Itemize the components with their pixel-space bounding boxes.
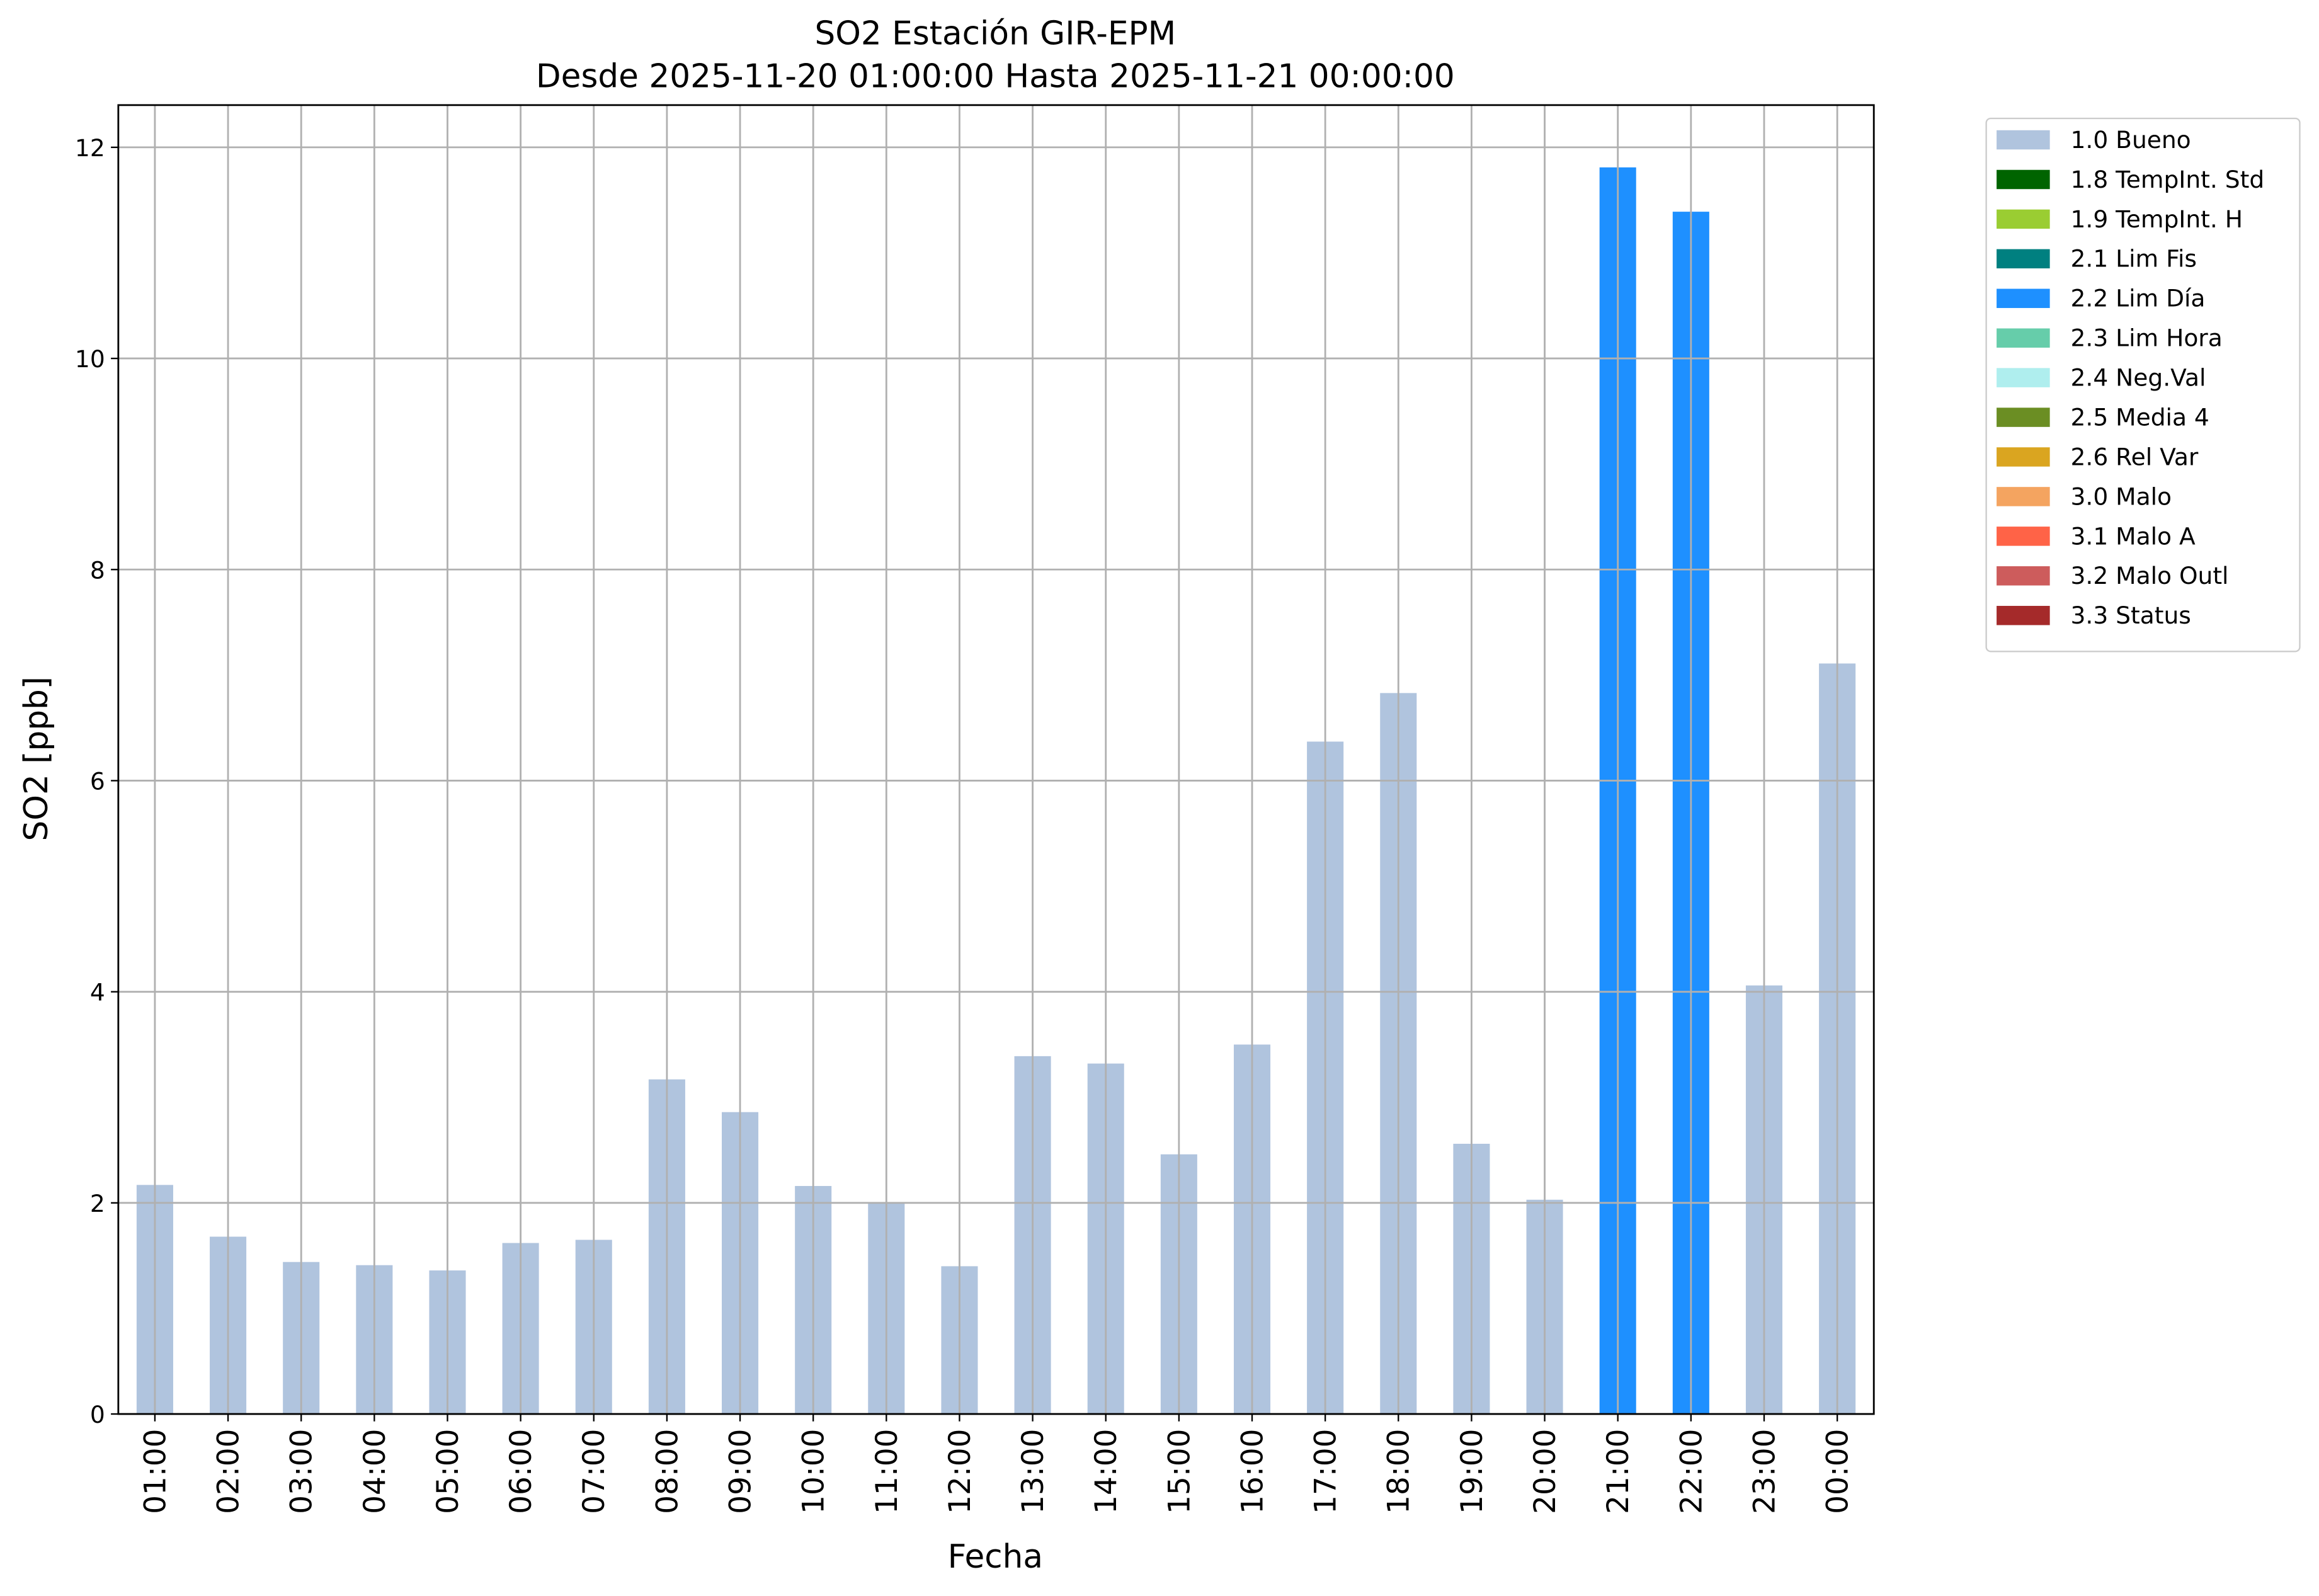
- x-tick-label: 17:00: [1309, 1429, 1343, 1514]
- x-tick-label: 08:00: [650, 1429, 685, 1514]
- legend-label: 1.8 TempInt. Std: [2071, 166, 2265, 193]
- x-axis-label: Fecha: [948, 1538, 1043, 1576]
- x-tick-label: 07:00: [577, 1429, 612, 1514]
- legend-label: 1.9 TempInt. H: [2071, 205, 2243, 233]
- y-tick-label: 6: [90, 768, 105, 795]
- legend-swatch: [1997, 209, 2050, 229]
- x-tick-label: 13:00: [1016, 1429, 1051, 1514]
- y-tick-label: 4: [90, 979, 105, 1006]
- x-tick-label: 02:00: [212, 1429, 246, 1514]
- legend-label: 1.0 Bueno: [2071, 126, 2191, 154]
- legend-label: 3.3 Status: [2071, 601, 2191, 629]
- x-tick-label: 01:00: [138, 1429, 173, 1514]
- legend-swatch: [1997, 527, 2050, 546]
- x-tick-label: 23:00: [1747, 1429, 1782, 1514]
- chart-title: SO2 Estación GIR-EPM: [814, 15, 1176, 53]
- chart-subtitle: Desde 2025-11-20 01:00:00 Hasta 2025-11-…: [536, 58, 1455, 96]
- x-tick-label: 15:00: [1162, 1429, 1197, 1514]
- legend-swatch: [1997, 487, 2050, 506]
- x-tick-label: 00:00: [1821, 1429, 1855, 1514]
- y-tick-label: 10: [75, 345, 105, 373]
- x-tick-label: 09:00: [723, 1429, 758, 1514]
- x-tick-label: 19:00: [1455, 1429, 1490, 1514]
- legend-swatch: [1997, 249, 2050, 269]
- x-tick-label: 11:00: [870, 1429, 904, 1514]
- y-tick-label: 0: [90, 1401, 105, 1428]
- legend-label: 2.5 Media 4: [2071, 403, 2209, 431]
- y-tick-label: 8: [90, 556, 105, 584]
- x-tick-label: 03:00: [285, 1429, 319, 1514]
- x-tick-label: 06:00: [504, 1429, 538, 1514]
- x-tick-label: 10:00: [797, 1429, 831, 1514]
- x-tick-label: 18:00: [1382, 1429, 1416, 1514]
- x-tick-label: 04:00: [358, 1429, 392, 1514]
- x-tick-label: 05:00: [431, 1429, 465, 1514]
- legend-swatch: [1997, 447, 2050, 467]
- legend-swatch: [1997, 169, 2050, 190]
- x-tick-label: 22:00: [1674, 1429, 1709, 1514]
- legend-label: 2.1 Lim Fis: [2071, 245, 2197, 273]
- legend-swatch: [1997, 605, 2050, 625]
- legend-swatch: [1997, 328, 2050, 348]
- legend-label: 2.4 Neg.Val: [2071, 364, 2206, 392]
- y-axis-label: SO2 [ppb]: [18, 676, 55, 841]
- x-tick-label: 21:00: [1601, 1429, 1636, 1514]
- x-tick-label: 12:00: [943, 1429, 977, 1514]
- legend-label: 3.0 Malo: [2071, 482, 2172, 510]
- legend-swatch: [1997, 408, 2050, 427]
- legend-label: 2.3 Lim Hora: [2071, 324, 2223, 352]
- x-tick-label: 16:00: [1235, 1429, 1270, 1514]
- legend-label: 3.2 Malo Outl: [2071, 562, 2229, 590]
- legend-swatch: [1997, 288, 2050, 309]
- legend-label: 2.6 Rel Var: [2071, 443, 2199, 470]
- legend-swatch: [1997, 566, 2050, 586]
- x-tick-label: 14:00: [1089, 1429, 1124, 1514]
- legend-swatch: [1997, 368, 2050, 387]
- x-tick-label: 20:00: [1528, 1429, 1563, 1514]
- legend-label: 3.1 Malo A: [2071, 522, 2196, 550]
- y-tick-label: 12: [75, 134, 105, 162]
- legend-swatch: [1997, 130, 2050, 150]
- plot-frame: [117, 104, 1875, 1415]
- legend-box: [1985, 117, 2301, 653]
- legend-label: 2.2 Lim Día: [2071, 285, 2206, 312]
- y-tick-label: 2: [90, 1190, 105, 1217]
